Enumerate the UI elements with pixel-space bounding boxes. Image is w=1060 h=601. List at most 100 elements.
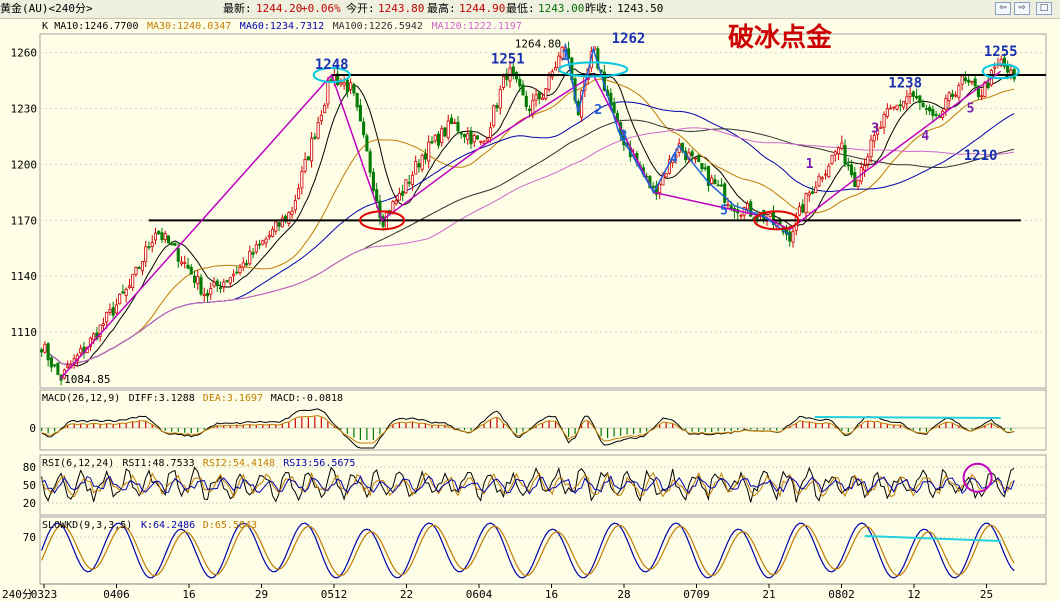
kd-divergence-line: [864, 535, 1001, 542]
candle-body: [297, 188, 301, 199]
prev-close-label: 昨收:: [585, 2, 614, 15]
macd-legend-value: DEA:3.1697: [203, 393, 263, 404]
candle-body: [950, 93, 954, 97]
candle-body: [92, 333, 96, 340]
candle-body: [147, 246, 151, 249]
resistance-highlight: [312, 66, 351, 83]
time-tick-label: 21: [762, 588, 775, 601]
candle-body: [339, 81, 343, 85]
wave-path: [564, 43, 790, 236]
main-legend-value: MA100:1226.5942: [333, 21, 423, 32]
wave-label: 1: [561, 49, 569, 64]
candle-body: [488, 127, 493, 138]
candle-body: [326, 80, 330, 105]
candle-body: [101, 323, 105, 326]
candle-body: [918, 95, 922, 104]
forward-arrow-icon[interactable]: ⇨: [1014, 2, 1030, 15]
candle-body: [534, 94, 538, 101]
time-tick-label: 22: [400, 588, 413, 601]
macd-panel-frame: [39, 389, 1047, 451]
candle-body: [179, 261, 184, 265]
candle-body: [228, 277, 232, 284]
candle-body: [160, 232, 164, 241]
candle-body: [801, 204, 805, 213]
candle-body: [963, 77, 967, 82]
candle-body: [131, 274, 135, 288]
candle-body: [173, 242, 177, 246]
main-legend-value: MA10:1246.7700: [54, 21, 138, 32]
candle-body: [225, 279, 229, 282]
candle-body: [882, 114, 886, 128]
candle-body: [336, 73, 340, 86]
candle-body: [892, 106, 896, 109]
candle-body: [352, 83, 356, 94]
candle-body: [560, 46, 564, 59]
candle-body: [323, 104, 327, 114]
rsi-tick-label: 50: [23, 479, 36, 492]
candle-body: [492, 105, 496, 127]
candle-body: [954, 94, 958, 97]
rsi-highlight-circle: [962, 462, 993, 493]
candle-body: [218, 287, 223, 289]
candle-body: [485, 138, 489, 142]
ma10-line: [41, 68, 1015, 367]
candle-body: [944, 98, 948, 110]
rsi-legend-value: RSI1:48.7533: [122, 458, 194, 469]
macd-tick-label: 0: [29, 422, 36, 435]
candle-body: [850, 164, 854, 176]
kd-legend-value: D:65.5843: [203, 520, 257, 531]
change-percent: +0.06%: [301, 2, 341, 15]
candle-body: [902, 100, 906, 108]
candle-body: [719, 184, 723, 187]
candle-body: [394, 200, 398, 205]
candle-body: [703, 167, 707, 170]
candle-body: [934, 114, 938, 116]
candle-body: [745, 203, 750, 210]
candle-body: [280, 217, 284, 228]
candle-body: [342, 82, 346, 86]
candle-body: [554, 67, 558, 71]
candle-body: [823, 173, 828, 176]
latest-label: 最新:: [223, 2, 252, 15]
back-arrow-icon[interactable]: ⇦: [995, 2, 1011, 15]
macd-legend-title: MACD(26,12,9): [42, 393, 120, 404]
candle-body: [928, 106, 932, 112]
candle-body: [889, 107, 893, 110]
candle-body: [505, 73, 509, 80]
candle-body: [127, 285, 131, 288]
time-tick-label: 28: [617, 588, 630, 601]
kd-tick-label: 70: [23, 531, 36, 544]
time-tick-label: 0604: [466, 588, 493, 601]
candle-body: [166, 235, 171, 244]
quote-header: 黄金(AU)<240分> 最新: 1244.20 +0.06% 今开: 1243…: [0, 0, 1060, 19]
candle-body: [404, 179, 408, 194]
candle-body: [436, 133, 440, 146]
candle-body: [423, 153, 427, 160]
candle-body: [287, 212, 291, 224]
candle-body: [176, 247, 180, 262]
candle-body: [300, 171, 304, 189]
candle-body: [241, 262, 245, 268]
candle-body: [690, 151, 694, 157]
candle-body: [264, 238, 268, 244]
main-legend-title: K: [42, 21, 48, 32]
candle-body: [472, 135, 476, 143]
price-annotation: 1262: [612, 31, 646, 47]
candle-body: [40, 349, 44, 353]
candle-body: [49, 357, 53, 368]
candle-body: [518, 78, 522, 87]
maximize-icon[interactable]: □: [1036, 2, 1052, 15]
candle-body: [414, 161, 418, 175]
candle-body: [807, 192, 811, 196]
price-tick-label: 1170: [11, 214, 38, 227]
candle-body: [797, 206, 802, 216]
candle-body: [931, 108, 935, 116]
candle-body: [196, 276, 200, 285]
candle-body: [674, 154, 678, 159]
candle-body: [66, 365, 70, 368]
candle-body: [768, 213, 772, 218]
candle-body: [739, 214, 743, 217]
candle-body: [947, 92, 951, 102]
candle-body: [557, 55, 561, 69]
